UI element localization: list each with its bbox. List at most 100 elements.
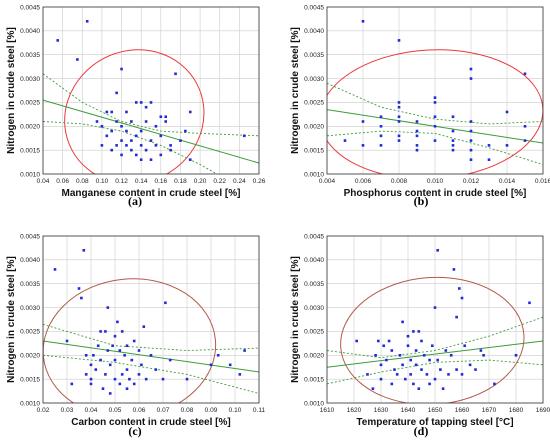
data-point	[228, 363, 232, 367]
x-tick-label: 0.05	[109, 407, 122, 414]
y-tick-label: 0.0035	[20, 281, 40, 288]
data-point	[414, 363, 418, 367]
data-point	[433, 115, 437, 119]
y-tick-label: 0.0045	[304, 4, 324, 11]
confidence-ellipse	[64, 49, 205, 174]
data-point	[140, 363, 143, 367]
x-tick-label: 0.07	[157, 407, 170, 414]
data-point	[451, 148, 455, 152]
data-point	[144, 120, 148, 123]
x-tick-label: 0.03	[61, 407, 74, 414]
data-point	[469, 120, 473, 123]
data-point	[123, 353, 126, 357]
data-point	[243, 349, 246, 352]
data-point	[101, 387, 105, 390]
x-tick-label: 1680	[509, 407, 524, 414]
data-point	[397, 101, 401, 104]
data-point	[149, 139, 153, 142]
y-tick-label: 0.0045	[20, 233, 40, 240]
plot-area	[43, 249, 259, 403]
data-point	[70, 382, 74, 386]
data-point	[482, 353, 485, 357]
data-point	[115, 120, 118, 123]
data-point	[164, 120, 168, 123]
data-point	[95, 120, 99, 123]
data-point	[120, 124, 123, 128]
data-point	[169, 148, 172, 152]
data-point	[130, 148, 133, 152]
data-point	[120, 330, 124, 333]
y-tick-label: 0.0025	[20, 329, 40, 336]
data-point	[104, 373, 107, 376]
data-point	[115, 144, 118, 147]
data-point	[154, 368, 158, 371]
data-point	[415, 144, 419, 147]
data-point	[366, 373, 369, 376]
data-point	[433, 101, 437, 104]
data-point	[89, 377, 93, 381]
x-tick-label: 0.04	[85, 407, 98, 414]
data-point	[528, 301, 531, 305]
x-tick-label: 0.06	[56, 178, 69, 185]
data-point	[449, 353, 453, 357]
data-point	[110, 110, 114, 114]
plot-frame	[42, 6, 260, 175]
x-tick-label: 0.016	[535, 178, 550, 185]
data-point	[379, 363, 383, 367]
x-tick-label: 0.14	[135, 178, 148, 185]
data-point	[420, 339, 423, 343]
data-point	[108, 392, 112, 395]
y-tick-label: 0.0030	[304, 305, 324, 312]
data-point	[487, 158, 491, 161]
data-point	[436, 249, 439, 252]
data-point	[100, 144, 104, 147]
confidence-band-lower	[43, 354, 259, 394]
x-tick-label: 0.20	[194, 178, 207, 185]
data-point	[401, 363, 404, 367]
y-tick-label: 0.0040	[20, 257, 40, 264]
x-tick-label: 1660	[455, 407, 470, 414]
data-point	[168, 358, 172, 362]
data-point	[417, 387, 421, 390]
data-point	[144, 148, 148, 152]
x-tick-label: 1690	[536, 407, 550, 414]
data-point	[99, 330, 102, 333]
y-tick-label: 0.0020	[304, 124, 324, 131]
data-point	[120, 139, 123, 142]
data-point	[159, 134, 163, 138]
data-point	[414, 349, 418, 352]
data-point	[487, 144, 491, 147]
data-point	[469, 77, 473, 80]
data-point	[463, 344, 466, 348]
confidence-band-upper	[43, 323, 259, 351]
data-point	[415, 148, 419, 152]
data-point	[125, 344, 129, 348]
data-point	[216, 353, 220, 357]
data-point	[84, 373, 88, 376]
data-point	[452, 268, 456, 271]
data-point	[397, 120, 401, 123]
x-tick-label: 0.24	[233, 178, 246, 185]
plot-frame	[326, 6, 544, 175]
x-tick-label: 0.012	[463, 178, 480, 185]
data-point	[120, 67, 123, 71]
data-point	[89, 382, 93, 386]
data-point	[406, 334, 410, 338]
data-point	[379, 377, 383, 381]
y-tick-label: 0.0025	[20, 100, 40, 107]
plot-area	[327, 249, 543, 403]
data-point	[113, 334, 117, 338]
y-tick-label: 0.0020	[304, 353, 324, 360]
x-tick-label: 0.008	[391, 178, 408, 185]
x-tick-label: 1650	[428, 407, 443, 414]
data-point	[132, 339, 136, 343]
data-point	[401, 320, 404, 324]
data-point	[387, 339, 391, 343]
data-point	[137, 373, 141, 376]
data-point	[142, 325, 146, 328]
data-point	[134, 153, 138, 157]
data-point	[447, 373, 450, 376]
y-tick-label: 0.0020	[20, 124, 40, 131]
data-point	[395, 373, 399, 376]
confidence-band-upper	[43, 73, 259, 137]
